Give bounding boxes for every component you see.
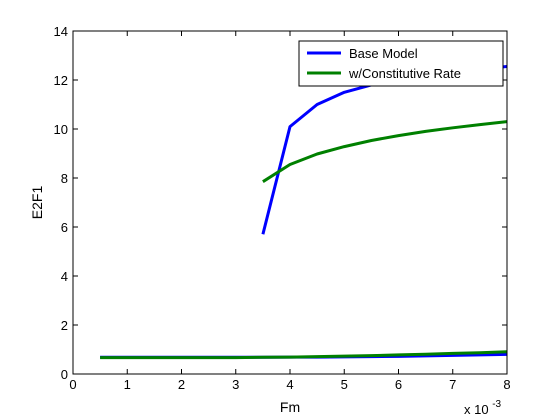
x-tick-label: 0 xyxy=(69,377,76,392)
x-tick-label: 3 xyxy=(232,377,239,392)
y-axis: 0 2 4 6 8 10 12 14 xyxy=(54,24,507,382)
y-axis-title: E2F1 xyxy=(29,186,45,220)
y-tick-label: 4 xyxy=(61,269,68,284)
y-tick-label: 8 xyxy=(61,171,68,186)
y-tick-label: 2 xyxy=(61,318,68,333)
x-tick-label: 2 xyxy=(178,377,185,392)
y-tick-label: 14 xyxy=(54,24,68,39)
y-tick-label: 10 xyxy=(54,122,68,137)
x-axis-exponent-base: x 10 xyxy=(464,402,489,417)
x-tick-label: 8 xyxy=(503,377,510,392)
x-axis-exponent: x 10 -3 xyxy=(464,399,502,417)
y-tick-label: 0 xyxy=(61,367,68,382)
x-axis-title: Fm xyxy=(280,399,300,415)
x-tick-label: 5 xyxy=(341,377,348,392)
legend-label-constitutive-rate: w/Constitutive Rate xyxy=(348,66,461,81)
y-tick-label: 6 xyxy=(61,220,68,235)
y-tick-label: 12 xyxy=(54,73,68,88)
x-tick-label: 7 xyxy=(449,377,456,392)
legend: Base Model w/Constitutive Rate xyxy=(298,40,504,87)
series-line-constitutive-rate-branch-2 xyxy=(262,120,507,183)
x-tick-label: 6 xyxy=(395,377,402,392)
plot-area xyxy=(73,31,507,374)
x-tick-label: 4 xyxy=(286,377,293,392)
legend-box xyxy=(298,40,504,87)
x-axis-exponent-power: -3 xyxy=(492,399,501,410)
x-tick-label: 1 xyxy=(124,377,131,392)
series-line-constitutive-rate-branch-1 xyxy=(100,350,507,360)
legend-label-base-model: Base Model xyxy=(349,46,418,61)
x-axis: 0 1 2 3 4 5 6 7 8 xyxy=(69,31,511,392)
